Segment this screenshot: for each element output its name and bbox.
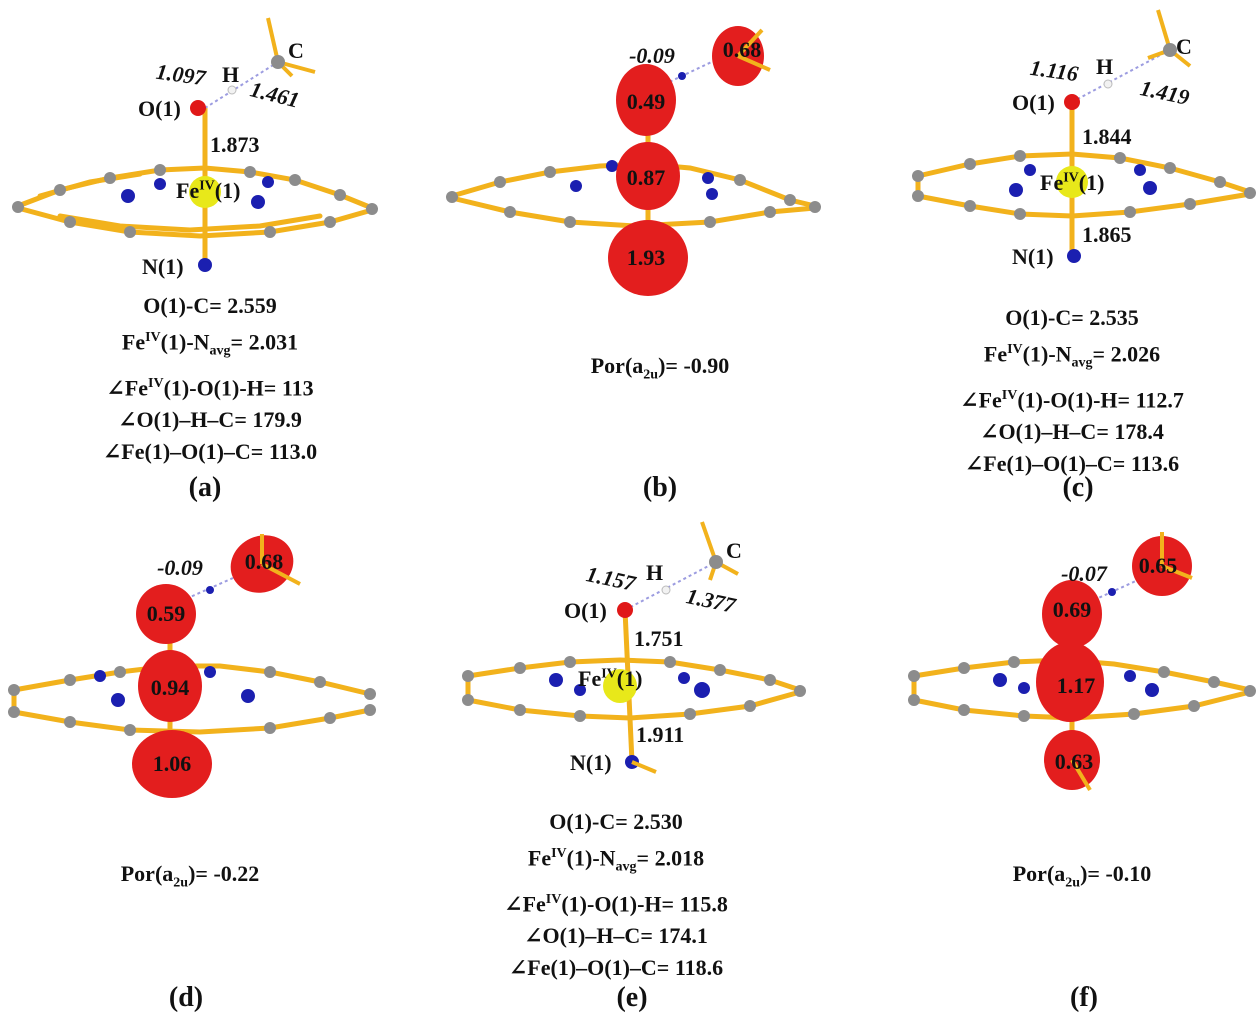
carbon-atoms — [12, 164, 378, 238]
spin-c: 0.68 — [244, 549, 284, 574]
panel-f: -0.07 0.65 0.69 1.17 0.63 Por(a2u)= -0.1… — [840, 510, 1258, 1020]
spin-n: 1.93 — [626, 245, 666, 270]
atom-label-n: N(1) — [1012, 244, 1054, 269]
bond-fe-o: 1.844 — [1082, 124, 1132, 149]
structure-a — [12, 17, 378, 272]
spin-density-f — [908, 532, 1256, 792]
hydrogen-atom — [227, 85, 237, 95]
atom-label-c: C — [1176, 34, 1192, 59]
atom-label-h: H — [1096, 54, 1114, 79]
por-f: Por(a2u)= -0.10 — [1012, 861, 1152, 891]
panel-a: C H O(1) FeIV(1) N(1) 1.097 1.461 1.873 … — [0, 0, 420, 510]
nitrogen-axial — [198, 258, 212, 272]
spin-n: 0.63 — [1054, 749, 1094, 774]
bond-fe-n: 1.911 — [636, 722, 685, 747]
spin-h: -0.09 — [157, 555, 203, 580]
panel-tag-b: (b) — [642, 472, 678, 503]
panel-tag-a: (a) — [188, 472, 222, 503]
spin-h: -0.07 — [1061, 561, 1107, 586]
atom-label-fe: FeIV(1) — [176, 178, 241, 203]
param-fe-o-h: ∠FeIV(1)-O(1)-H= 113 — [106, 375, 314, 401]
spin-fe: 1.17 — [1056, 673, 1096, 698]
spin-fe: 0.87 — [626, 165, 666, 190]
atom-label-c: C — [288, 38, 304, 63]
param-o-c: O(1)-C= 2.559 — [143, 293, 277, 318]
atom-label-o: O(1) — [138, 96, 181, 121]
iron-atom — [189, 176, 221, 208]
atom-label-fe: FeIV(1) — [1040, 170, 1105, 195]
panel-tag-f: (f) — [1070, 982, 1098, 1013]
panel-tag-c: (c) — [1062, 472, 1094, 503]
panel-c: C H O(1) FeIV(1) N(1) 1.116 1.419 1.844 … — [840, 0, 1258, 510]
param-fe-n: FeIV(1)-Navg= 2.031 — [121, 329, 299, 359]
nitrogen-atoms — [121, 176, 274, 209]
atom-label-o: O(1) — [564, 598, 607, 623]
structure-e — [462, 521, 806, 774]
spin-c: 0.68 — [722, 37, 762, 62]
atom-label-n: N(1) — [142, 254, 184, 279]
bond-fe-n: 1.865 — [1082, 222, 1132, 247]
atom-label-fe: FeIV(1) — [578, 666, 643, 691]
spin-fe: 0.94 — [150, 675, 190, 700]
atom-label-o: O(1) — [1012, 90, 1055, 115]
atom-label-h: H — [646, 560, 664, 585]
panel-tag-e: (e) — [616, 982, 648, 1013]
spin-h: -0.09 — [629, 43, 675, 68]
panel-e: C H O(1) FeIV(1) N(1) 1.157 1.377 1.751 … — [420, 510, 840, 1020]
atom-label-h: H — [222, 62, 240, 87]
structure-c — [912, 9, 1256, 263]
por-b: Por(a2u)= -0.90 — [590, 353, 730, 383]
spin-c: 0.65 — [1138, 553, 1178, 578]
oxygen-atom — [190, 100, 206, 116]
param-o-h-c: ∠O(1)–H–C= 179.9 — [118, 407, 302, 433]
panel-d: -0.09 0.68 0.59 0.94 1.06 Por(a2u)= -0.2… — [0, 510, 420, 1020]
param-fe-o-c: ∠Fe(1)–O(1)–C= 113.0 — [102, 439, 318, 465]
params-e: O(1)-C= 2.530 FeIV(1)-Navg= 2.018 ∠FeIV(… — [504, 809, 728, 981]
panel-b: -0.09 0.68 0.49 0.87 1.93 Por(a2u)= -0.9… — [420, 0, 840, 510]
params-a: O(1)-C= 2.559 FeIV(1)-Navg= 2.031 ∠FeIV(… — [30, 290, 390, 468]
spin-density-b — [446, 26, 821, 296]
por-d: Por(a2u)= -0.22 — [120, 861, 260, 891]
bond-fe-o: 1.873 — [210, 132, 260, 157]
carbon-methyl — [271, 55, 285, 69]
params-c: O(1)-C= 2.535 FeIV(1)-Navg= 2.026 ∠FeIV(… — [960, 305, 1184, 477]
spin-o: 0.49 — [626, 89, 666, 114]
spin-lobes — [608, 26, 764, 296]
spin-o: 0.59 — [146, 601, 186, 626]
bond-fe-o: 1.751 — [634, 626, 684, 651]
spin-density-d — [8, 534, 376, 798]
atom-label-c: C — [726, 538, 742, 563]
spin-o: 0.69 — [1052, 597, 1092, 622]
spin-n: 1.06 — [152, 751, 192, 776]
atom-label-n: N(1) — [570, 750, 612, 775]
panel-tag-d: (d) — [168, 982, 204, 1013]
